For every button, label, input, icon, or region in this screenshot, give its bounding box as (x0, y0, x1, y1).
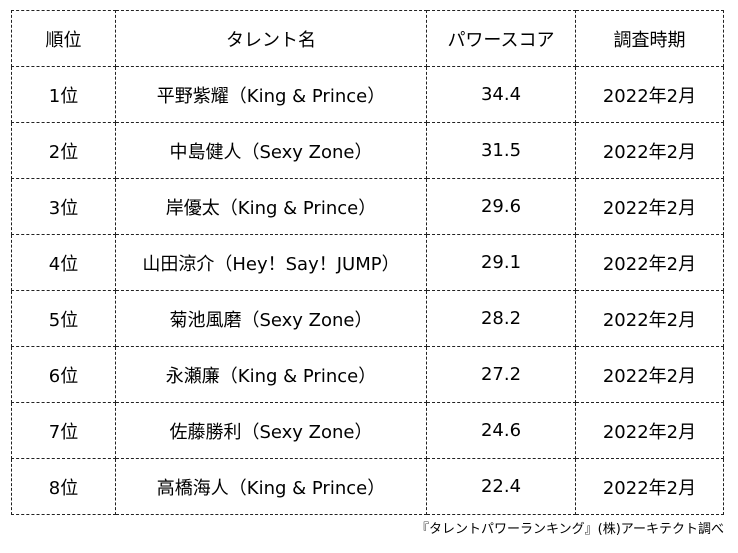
survey-period-cell: 2022年2月 (575, 290, 724, 347)
table-row: 2位 中島健人（Sexy Zone） 31.5 2022年2月 (11, 122, 724, 179)
table-row: 3位 岸優太（King & Prince） 29.6 2022年2月 (11, 178, 724, 235)
rank-cell: 7位 (11, 402, 116, 459)
talent-name-cell: 中島健人（Sexy Zone） (115, 122, 427, 179)
source-note: 『タレントパワーランキング』(株)アーキテクト調べ (416, 522, 724, 537)
header-rank: 順位 (11, 10, 116, 67)
talent-name-cell: 平野紫耀（King & Prince） (115, 66, 427, 123)
header-talent-name: タレント名 (115, 10, 427, 67)
score-cell: 22.4 (426, 458, 576, 515)
score-cell: 24.6 (426, 402, 576, 459)
rank-cell: 6位 (11, 346, 116, 403)
ranking-table: 順位 タレント名 パワースコア 調査時期 1位 平野紫耀（King & Prin… (11, 10, 724, 515)
rank-cell: 1位 (11, 66, 116, 123)
rank-cell: 8位 (11, 458, 116, 515)
table-row: 4位 山田涼介（Hey！Say！JUMP） 29.1 2022年2月 (11, 234, 724, 291)
rank-cell: 5位 (11, 290, 116, 347)
table-row: 6位 永瀬廉（King & Prince） 27.2 2022年2月 (11, 346, 724, 403)
talent-name-cell: 高橋海人（King & Prince） (115, 458, 427, 515)
score-cell: 31.5 (426, 122, 576, 179)
score-cell: 27.2 (426, 346, 576, 403)
header-survey-period: 調査時期 (575, 10, 724, 67)
table-header-row: 順位 タレント名 パワースコア 調査時期 (11, 10, 724, 67)
table-row: 8位 高橋海人（King & Prince） 22.4 2022年2月 (11, 458, 724, 515)
survey-period-cell: 2022年2月 (575, 346, 724, 403)
table-row: 1位 平野紫耀（King & Prince） 34.4 2022年2月 (11, 66, 724, 123)
rank-cell: 4位 (11, 234, 116, 291)
rank-cell: 2位 (11, 122, 116, 179)
table-row: 7位 佐藤勝利（Sexy Zone） 24.6 2022年2月 (11, 402, 724, 459)
score-cell: 28.2 (426, 290, 576, 347)
survey-period-cell: 2022年2月 (575, 178, 724, 235)
talent-name-cell: 永瀬廉（King & Prince） (115, 346, 427, 403)
survey-period-cell: 2022年2月 (575, 458, 724, 515)
talent-name-cell: 菊池風磨（Sexy Zone） (115, 290, 427, 347)
survey-period-cell: 2022年2月 (575, 66, 724, 123)
survey-period-cell: 2022年2月 (575, 122, 724, 179)
talent-name-cell: 山田涼介（Hey！Say！JUMP） (115, 234, 427, 291)
score-cell: 29.6 (426, 178, 576, 235)
table-row: 5位 菊池風磨（Sexy Zone） 28.2 2022年2月 (11, 290, 724, 347)
score-cell: 29.1 (426, 234, 576, 291)
talent-name-cell: 佐藤勝利（Sexy Zone） (115, 402, 427, 459)
header-power-score: パワースコア (426, 10, 576, 67)
score-cell: 34.4 (426, 66, 576, 123)
survey-period-cell: 2022年2月 (575, 402, 724, 459)
talent-name-cell: 岸優太（King & Prince） (115, 178, 427, 235)
rank-cell: 3位 (11, 178, 116, 235)
survey-period-cell: 2022年2月 (575, 234, 724, 291)
